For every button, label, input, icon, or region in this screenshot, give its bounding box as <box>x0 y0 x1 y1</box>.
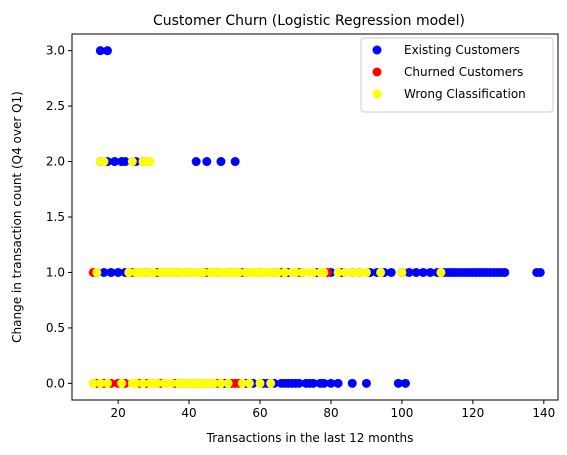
x-axis-label: Transactions in the last 12 months <box>206 431 414 445</box>
points-layer <box>88 46 545 388</box>
data-point <box>223 378 233 388</box>
data-point <box>92 267 102 277</box>
x-tick-label: 100 <box>390 406 413 420</box>
data-point <box>99 157 109 167</box>
y-tick-label: 0.0 <box>46 376 65 390</box>
data-point <box>149 267 159 277</box>
data-point <box>393 378 403 388</box>
data-point <box>361 267 371 277</box>
legend-box <box>360 37 554 113</box>
x-tick-label: 120 <box>461 406 484 420</box>
data-point <box>436 267 446 277</box>
data-point <box>244 378 254 388</box>
x-tick-label: 40 <box>181 406 196 420</box>
legend-marker <box>372 45 382 55</box>
data-point <box>191 157 201 167</box>
y-tick-label: 2.5 <box>46 99 65 113</box>
data-point <box>425 267 435 277</box>
data-point <box>400 378 410 388</box>
data-point <box>234 267 244 277</box>
data-point <box>326 378 336 388</box>
data-point <box>535 267 545 277</box>
data-point <box>166 378 176 388</box>
y-tick-label: 3.0 <box>46 44 65 58</box>
data-point <box>376 267 386 277</box>
data-point <box>333 378 343 388</box>
data-point <box>230 157 240 167</box>
data-point <box>354 267 364 277</box>
data-point <box>273 267 283 277</box>
data-point <box>99 267 109 277</box>
data-point <box>255 378 265 388</box>
data-point <box>152 378 162 388</box>
legend-label: Churned Customers <box>404 65 523 79</box>
data-point <box>411 267 421 277</box>
data-point <box>319 378 329 388</box>
data-point <box>102 378 112 388</box>
data-point <box>418 267 428 277</box>
data-point <box>202 157 212 167</box>
data-point <box>294 378 304 388</box>
legend: Existing Customers Churned Customers Wrong… <box>360 37 554 113</box>
data-point <box>120 157 130 167</box>
data-point <box>198 267 208 277</box>
data-point <box>500 267 510 277</box>
data-point <box>308 267 318 277</box>
data-point <box>266 378 276 388</box>
x-tick-label: 20 <box>110 406 125 420</box>
data-point <box>298 267 308 277</box>
y-axis: 0.0 0.5 1.0 1.5 2.0 2.5 3.0 <box>46 44 72 390</box>
data-point <box>209 378 219 388</box>
data-point <box>237 378 247 388</box>
data-point <box>117 378 127 388</box>
data-point <box>347 378 357 388</box>
data-point <box>216 157 226 167</box>
data-point <box>333 267 343 277</box>
legend-marker <box>372 67 382 77</box>
y-tick-label: 0.5 <box>46 321 65 335</box>
x-tick-label: 60 <box>252 406 267 420</box>
series-1 <box>88 267 332 388</box>
y-tick-label: 1.5 <box>46 210 65 224</box>
data-point <box>340 267 350 277</box>
x-tick-label: 80 <box>323 406 338 420</box>
data-point <box>106 267 116 277</box>
data-point <box>102 46 112 56</box>
series-2 <box>88 157 446 388</box>
legend-label: Existing Customers <box>404 43 520 57</box>
data-point <box>404 267 414 277</box>
data-point <box>386 267 396 277</box>
legend-marker <box>372 89 382 99</box>
data-point <box>308 378 318 388</box>
x-axis: 20 40 60 80 100 120 140 <box>110 400 555 420</box>
data-point <box>290 267 300 277</box>
data-point <box>216 378 226 388</box>
data-point <box>138 378 148 388</box>
data-point <box>347 267 357 277</box>
data-point <box>95 46 105 56</box>
data-point <box>319 267 329 277</box>
data-point <box>113 267 123 277</box>
data-point <box>110 157 120 167</box>
legend-label: Wrong Classification <box>404 87 526 101</box>
x-tick-label: 140 <box>532 406 555 420</box>
data-point <box>88 378 98 388</box>
data-point <box>361 378 371 388</box>
y-axis-label: Change in transaction count (Q4 over Q1) <box>10 91 24 343</box>
data-point <box>124 267 134 277</box>
y-tick-label: 2.0 <box>46 155 65 169</box>
chart-title: Customer Churn (Logistic Regression mode… <box>153 13 465 29</box>
data-point <box>95 378 105 388</box>
data-point <box>397 267 407 277</box>
data-point <box>280 267 290 277</box>
data-point <box>145 157 155 167</box>
data-point <box>131 378 141 388</box>
y-tick-label: 1.0 <box>46 265 65 279</box>
data-point <box>127 157 137 167</box>
